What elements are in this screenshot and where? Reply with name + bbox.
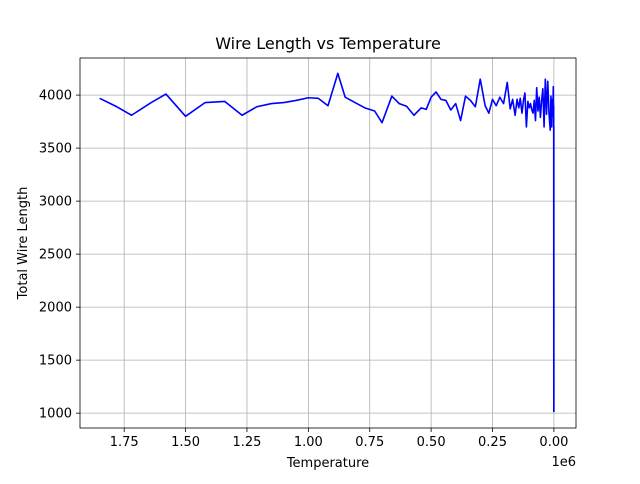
x-axis-offset-label: 1e6 xyxy=(551,455,576,470)
grid-lines xyxy=(80,58,576,428)
y-tick-label: 4000 xyxy=(39,89,72,104)
x-axis-label: Temperature xyxy=(286,456,369,471)
x-tick-label: 0.50 xyxy=(417,435,446,450)
y-tick-label: 1500 xyxy=(39,354,72,369)
series-layer xyxy=(99,72,555,413)
y-axis-label: Total Wire Length xyxy=(16,187,31,301)
x-tick-label: 0.25 xyxy=(478,435,507,450)
y-tick-label: 3500 xyxy=(39,142,72,157)
x-tick-label: 1.00 xyxy=(294,435,323,450)
x-tick-label: 0.75 xyxy=(355,435,384,450)
x-tick-label: 1.50 xyxy=(171,435,200,450)
chart-title: Wire Length vs Temperature xyxy=(215,34,441,53)
axis-ticks: 1.75 1.50 1.25 1.00 0.75 0.50 0.25 0.00 1000 1500… xyxy=(39,89,568,450)
y-tick-label: 2000 xyxy=(39,301,72,316)
y-tick-label: 2500 xyxy=(39,248,72,263)
y-tick-label: 1000 xyxy=(39,407,72,422)
y-tick-label: 3000 xyxy=(39,195,72,210)
x-tick-label: 1.25 xyxy=(232,435,261,450)
x-tick-label: 0.00 xyxy=(539,435,568,450)
plot-area-frame xyxy=(79,57,577,429)
wire-length-series-line xyxy=(99,72,555,413)
x-tick-label: 1.75 xyxy=(110,435,139,450)
